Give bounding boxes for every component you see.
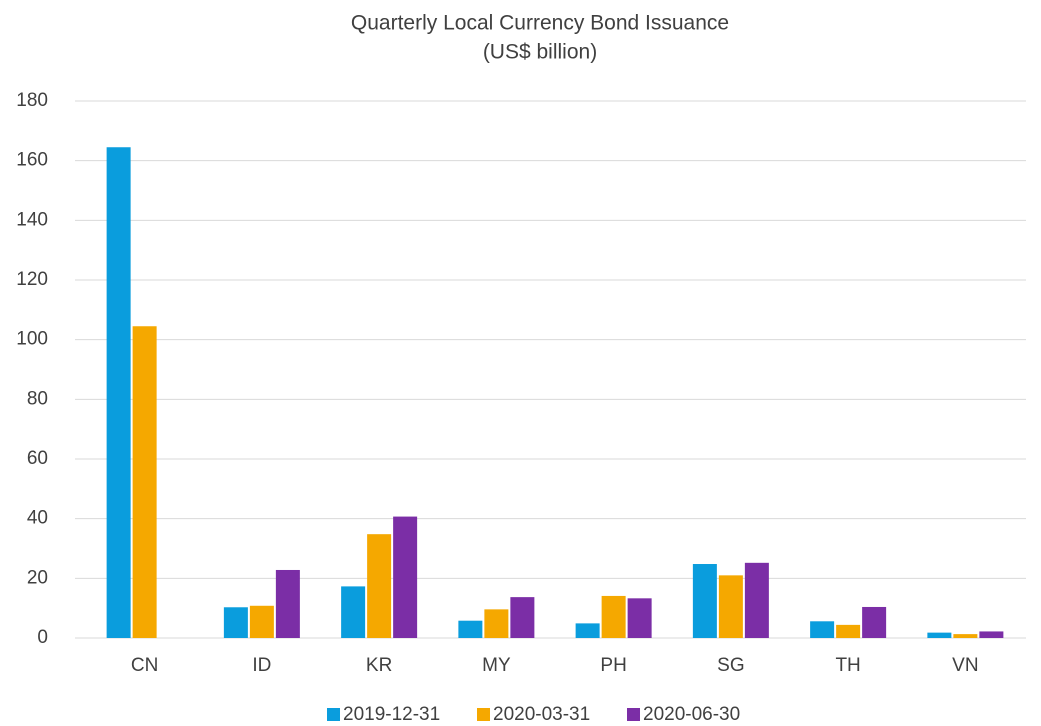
bar — [927, 632, 952, 638]
x-tick-label: TH — [835, 655, 860, 676]
y-tick-label: 0 — [37, 627, 48, 648]
bar — [249, 605, 274, 638]
bar — [862, 606, 887, 638]
legend-swatch — [477, 708, 490, 721]
legend-label: 2020-03-31 — [493, 704, 590, 725]
chart-title: Quarterly Local Currency Bond Issuance — [351, 12, 729, 35]
bar — [484, 609, 509, 638]
x-tick-label: ID — [252, 655, 271, 676]
bar — [718, 575, 743, 638]
y-tick-label: 20 — [27, 567, 48, 588]
legend-label: 2019-12-31 — [343, 704, 440, 725]
x-tick-label: VN — [952, 655, 978, 676]
x-tick-label: CN — [131, 655, 158, 676]
bar — [223, 607, 248, 638]
bar — [575, 623, 600, 638]
x-tick-label: MY — [482, 655, 511, 676]
bar — [836, 624, 861, 638]
bar — [692, 564, 717, 638]
y-tick-label: 40 — [27, 508, 48, 529]
bar — [601, 595, 626, 638]
bar — [953, 634, 978, 638]
x-tick-label: KR — [366, 655, 392, 676]
legend-swatch — [327, 708, 340, 721]
legend-label: 2020-06-30 — [643, 704, 740, 725]
bar — [510, 597, 535, 638]
legend-swatch — [627, 708, 640, 721]
bar — [744, 562, 769, 638]
bar — [341, 586, 366, 638]
y-tick-label: 140 — [16, 209, 48, 230]
y-tick-label: 160 — [16, 150, 48, 171]
bar — [627, 598, 652, 638]
y-tick-label: 100 — [16, 329, 48, 350]
bar — [275, 569, 300, 638]
bar — [979, 631, 1004, 638]
bar — [810, 621, 835, 638]
x-tick-label: PH — [600, 655, 626, 676]
y-tick-label: 120 — [16, 269, 48, 290]
bar — [367, 534, 392, 638]
x-tick-label: SG — [717, 655, 744, 676]
y-tick-label: 180 — [16, 90, 48, 111]
y-tick-label: 80 — [27, 388, 48, 409]
bar — [106, 147, 131, 638]
bar — [132, 326, 157, 638]
y-tick-label: 60 — [27, 448, 48, 469]
bar — [458, 620, 483, 638]
bar — [393, 516, 418, 638]
chart-subtitle: (US$ billion) — [483, 41, 597, 64]
